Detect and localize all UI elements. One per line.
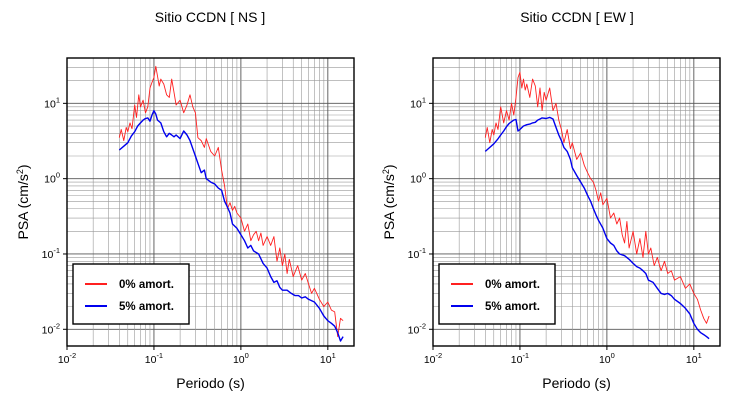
legend-label: 0% amort. — [119, 279, 174, 291]
x-tick-label: 100 — [599, 351, 615, 366]
legend-label: 5% amort. — [485, 301, 540, 313]
legend-label: 0% amort. — [485, 279, 540, 291]
series-line-blue — [118, 109, 344, 342]
legend-box — [438, 263, 556, 325]
legend: 0% amort. 5% amort. — [438, 263, 556, 325]
series-line-blue — [484, 116, 710, 340]
x-tick-label: 101 — [320, 351, 336, 366]
y-tick-label: 10-2 — [42, 321, 60, 336]
y-tick-label: 10-1 — [408, 246, 426, 261]
y-tick-label: 10-2 — [408, 321, 426, 336]
chart-panel-ew: Sitio CCDN [ EW ] 10-2 10-1 100 101 10-2 10-1 1… — [381, 9, 721, 391]
chart-panel-ns: Sitio CCDN [ NS ] 10-2 10-1 100 101 10-2 10-1 1… — [15, 9, 355, 391]
series-line-red — [118, 65, 344, 338]
x-tick-label: 10-2 — [424, 351, 442, 366]
x-axis-label: Periodo (s) — [176, 375, 244, 391]
y-tick-label: 100 — [44, 171, 60, 186]
x-axis-label: Periodo (s) — [542, 375, 610, 391]
y-axis-label: PSA (cm/s2) — [381, 164, 397, 239]
x-tick-label: 100 — [233, 351, 249, 366]
series-line-red — [484, 71, 710, 324]
legend-box — [72, 263, 190, 325]
chart-title: Sitio CCDN [ NS ] — [155, 9, 265, 25]
chart-title: Sitio CCDN [ EW ] — [520, 9, 634, 25]
y-tick-label: 100 — [410, 171, 426, 186]
plot-frame — [432, 57, 721, 347]
x-tick-label: 101 — [686, 351, 702, 366]
y-axis-label: PSA (cm/s2) — [15, 164, 31, 239]
x-tick-label: 10-1 — [511, 351, 529, 366]
y-tick-label: 101 — [410, 95, 426, 110]
y-tick-label: 101 — [44, 95, 60, 110]
plot-frame — [66, 57, 355, 347]
legend: 0% amort. 5% amort. — [72, 263, 190, 325]
x-tick-label: 10-1 — [145, 351, 163, 366]
legend-label: 5% amort. — [119, 301, 174, 313]
y-tick-label: 10-1 — [42, 246, 60, 261]
x-tick-label: 10-2 — [58, 351, 76, 366]
